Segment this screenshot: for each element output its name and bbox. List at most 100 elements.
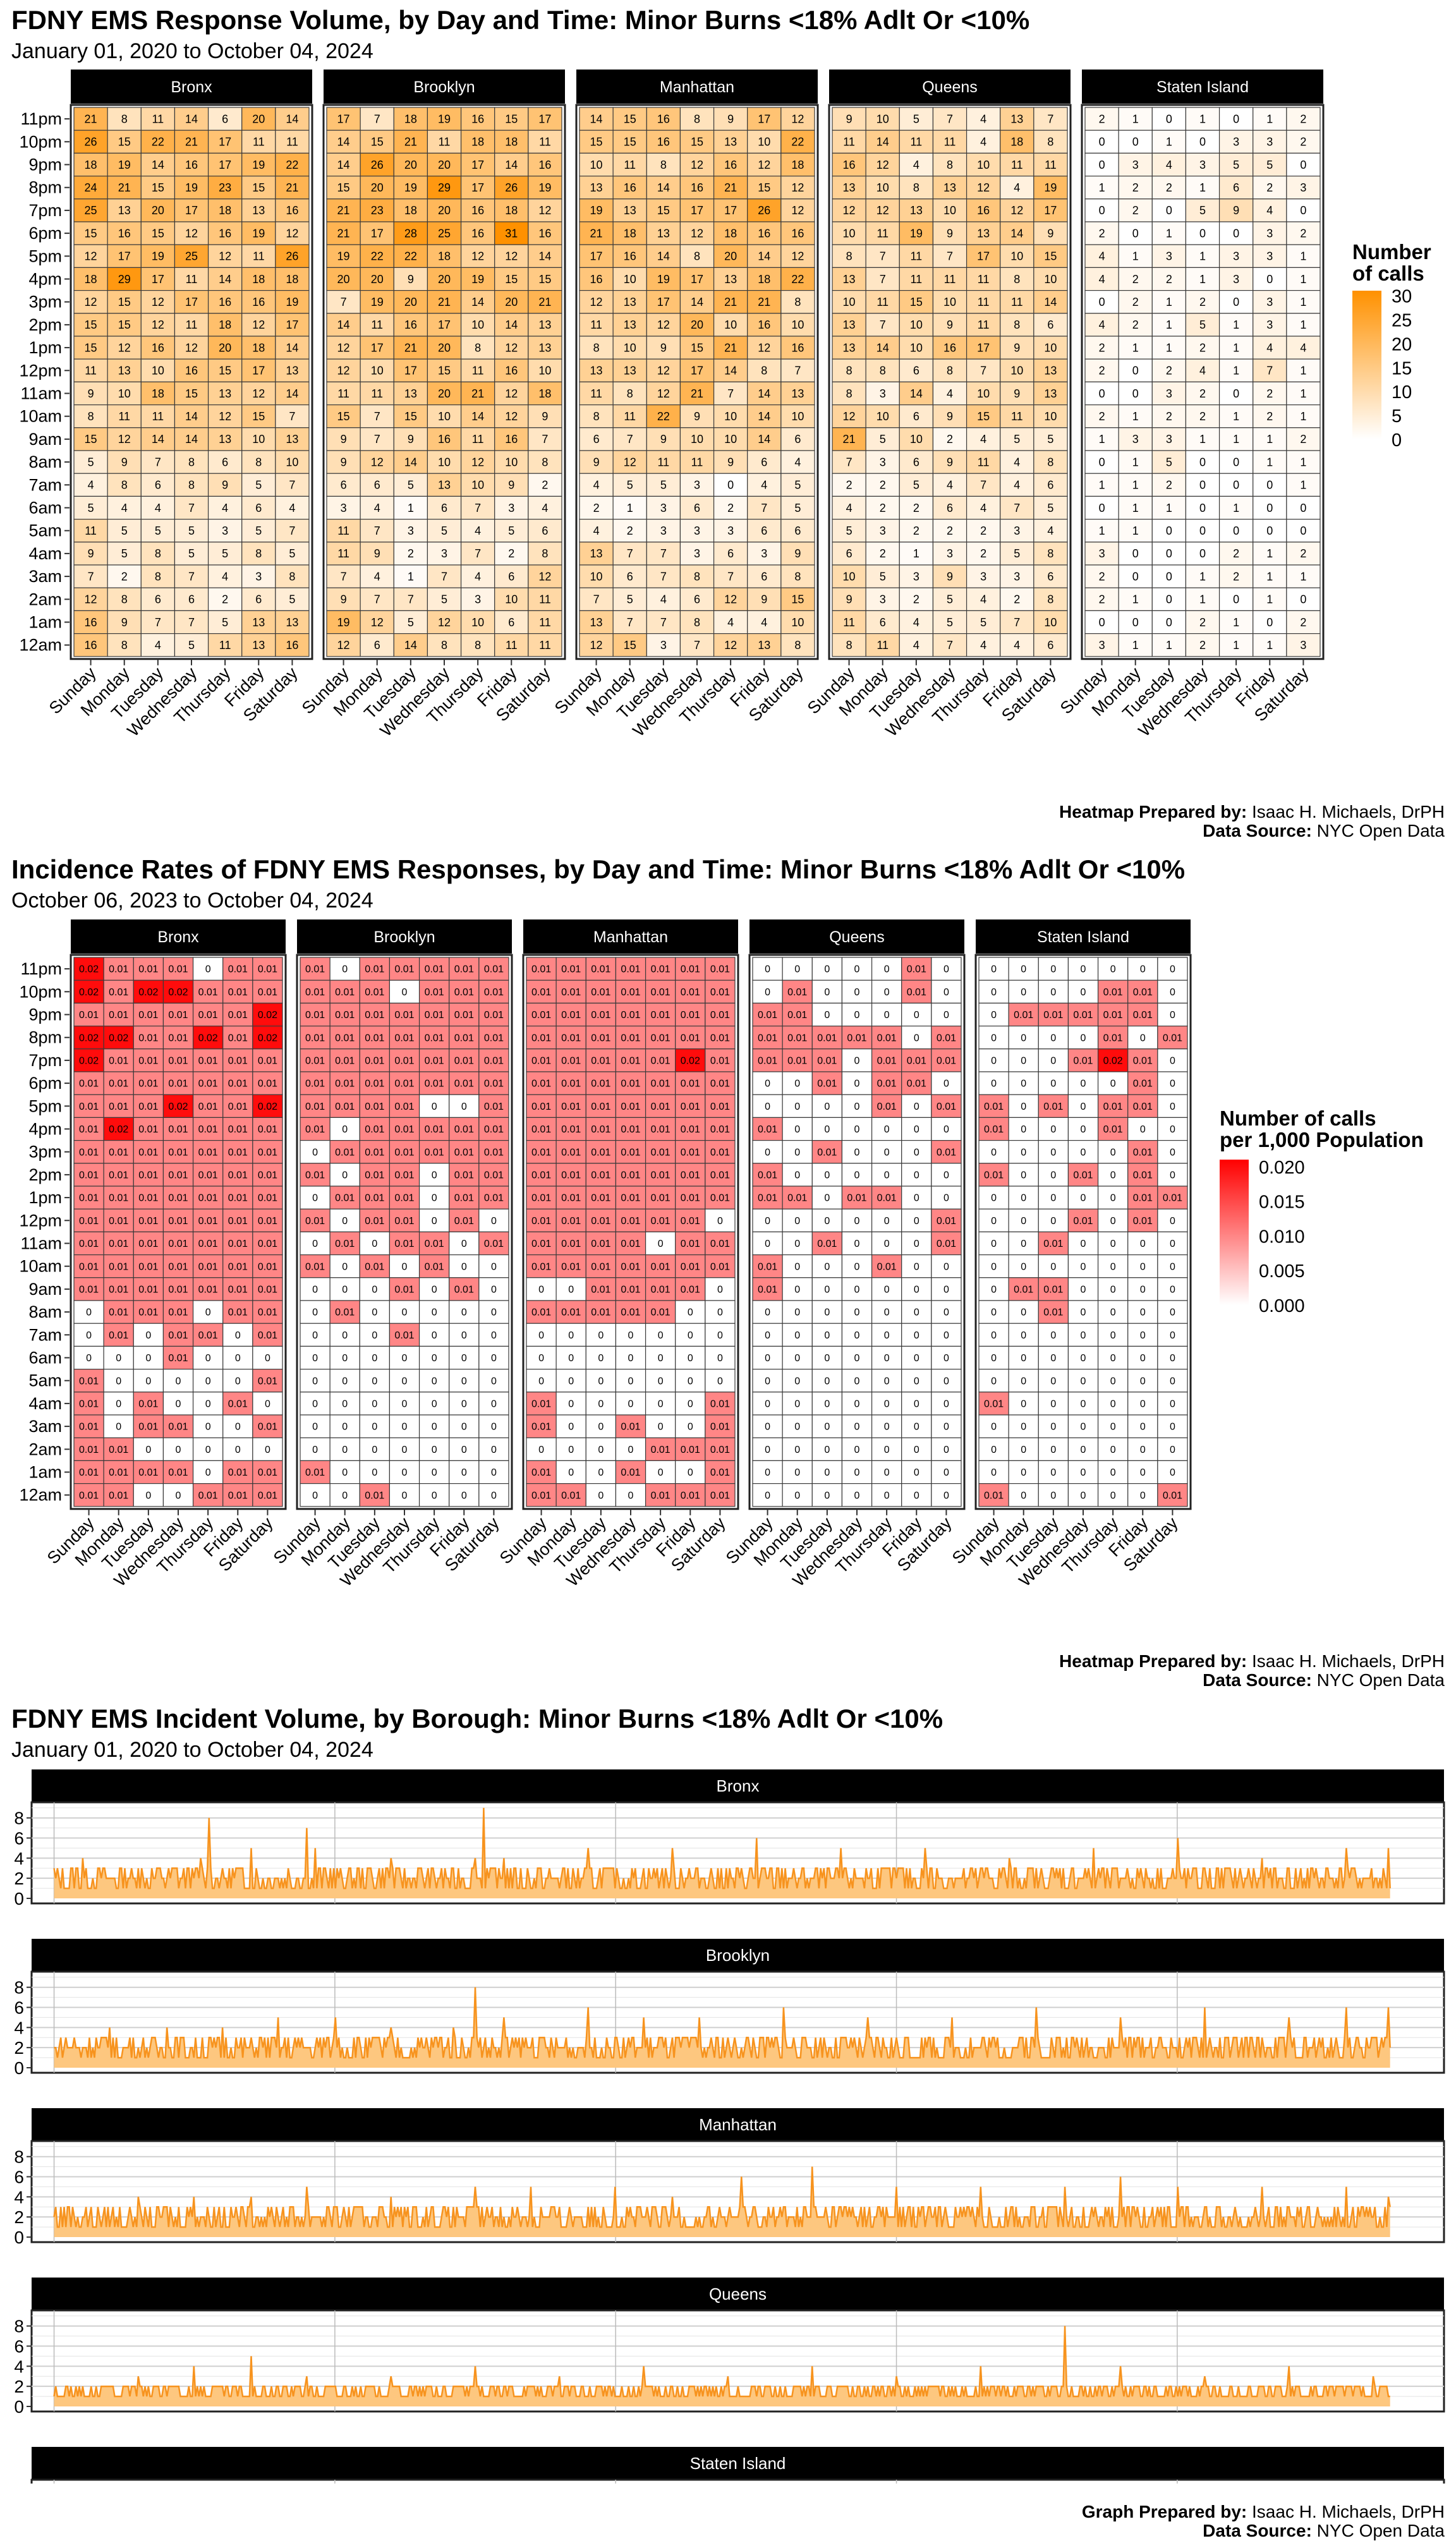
heatmap-cell	[1118, 267, 1153, 291]
heatmap-cell	[612, 152, 647, 177]
heatmap-cell-label: 0	[914, 1193, 919, 1204]
heatmap-cell	[73, 313, 108, 337]
heatmap-cell	[174, 450, 209, 474]
heatmap-cell	[418, 1231, 450, 1256]
credit-value: Isaac H. Michaels, DrPH	[1247, 802, 1445, 822]
heatmap-cell-label: 10	[1044, 410, 1057, 423]
heatmap-cell-label: 0	[205, 1376, 211, 1386]
heatmap-cell	[1000, 152, 1034, 177]
heatmap-cell	[780, 198, 815, 222]
panel-strip	[32, 1939, 1444, 1972]
heatmap-cell	[528, 381, 562, 406]
heatmap-cell	[1127, 1300, 1158, 1324]
heatmap-cell	[871, 1026, 902, 1050]
heatmap-cell-label: 0	[854, 1307, 860, 1318]
heatmap-cell	[747, 564, 782, 588]
heatmap-cell-label: 20	[438, 341, 451, 354]
heatmap-rates-subtitle: October 06, 2023 to October 04, 2024	[11, 889, 373, 913]
heatmap-cell-label: 0.01	[79, 1239, 99, 1249]
heatmap-cell-label: 0	[1170, 987, 1175, 998]
heatmap-cell-label: 0.01	[621, 1079, 640, 1089]
heatmap-cell-label: 0.01	[561, 1147, 581, 1158]
heatmap-cell-label: 0	[765, 964, 770, 975]
heatmap-cell-label: 0	[1021, 1056, 1026, 1067]
heatmap-cell	[612, 290, 647, 314]
heatmap-cell-label: 0.01	[561, 1124, 581, 1135]
heatmap-cell-label: 0	[491, 1376, 497, 1386]
heatmap-cell-label: 0.01	[651, 1079, 670, 1089]
heatmap-cell-label: 0	[1166, 616, 1172, 629]
heatmap-cell	[1038, 1140, 1069, 1164]
heatmap-cell-label: 4	[222, 502, 228, 514]
heatmap-cell-label: 7	[289, 525, 295, 537]
heatmap-cell-label: 14	[877, 136, 889, 149]
heatmap-cell-label: 0	[628, 1376, 634, 1386]
heatmap-cell	[73, 495, 108, 520]
heatmap-cell-label: 13	[219, 387, 231, 400]
heatmap-cell-label: 0	[824, 1307, 830, 1318]
heatmap-cell-label: 0.01	[758, 1124, 777, 1135]
heatmap-cell-label: 0	[1266, 479, 1273, 492]
heatmap-cell-label: 8	[627, 387, 633, 400]
heatmap-cell-label: 0.01	[79, 1193, 99, 1204]
heatmap-cell	[1033, 313, 1068, 337]
heatmap-cell	[931, 1254, 962, 1278]
heatmap-cell-label: 16	[219, 227, 231, 240]
heatmap-cell	[107, 518, 142, 543]
heatmap-cell	[494, 336, 529, 360]
heatmap-cell-label: 0	[432, 1307, 437, 1318]
heatmap-cell-label: 0	[86, 1330, 92, 1341]
heatmap-cell-label: 0	[1081, 1490, 1086, 1501]
heatmap-cell-label: 17	[371, 341, 384, 354]
heatmap-cell	[140, 427, 176, 451]
panel-strip	[71, 919, 286, 954]
heatmap-cell-label: 0	[914, 1490, 919, 1501]
heatmap-cell-label: 18	[252, 341, 265, 354]
heatmap-cell	[103, 1460, 134, 1484]
heatmap-cell	[931, 1002, 962, 1027]
heatmap-cell-label: 0	[205, 1307, 211, 1318]
heatmap-cell-label: 0.01	[138, 1467, 158, 1478]
heatmap-cell-label: 0	[402, 1307, 408, 1318]
heatmap-cell-label: 1	[1199, 273, 1206, 286]
heatmap-cell-label: 0	[1110, 1216, 1116, 1227]
heatmap-cell	[326, 336, 361, 360]
heatmap-cell	[1253, 176, 1287, 200]
heatmap-cell	[675, 1117, 706, 1141]
heatmap-cell	[871, 1094, 902, 1119]
heatmap-cell	[1008, 980, 1039, 1004]
hour-tick-label: 3pm	[28, 1143, 62, 1162]
heatmap-cell-label: 0.01	[365, 1261, 384, 1272]
heatmap-cell-label: 12	[843, 410, 856, 423]
heatmap-cell	[192, 1117, 224, 1141]
heatmap-cell-label: 10	[910, 341, 923, 354]
heatmap-cell-label: 12	[590, 639, 603, 652]
heatmap-cell	[966, 564, 1001, 588]
heatmap-cell-label: 18	[724, 227, 737, 240]
heatmap-cell-label: 3	[880, 387, 886, 400]
heatmap-cell	[326, 633, 361, 657]
heatmap-cell-label: 0.01	[561, 1193, 581, 1204]
heatmap-cell-label: 0.01	[198, 1101, 218, 1112]
heatmap-cell-label: 0.01	[258, 1330, 277, 1341]
heatmap-cell	[1218, 542, 1254, 566]
heatmap-cell-label: 6	[341, 479, 347, 492]
heatmap-cell-label: 0.01	[109, 1056, 128, 1067]
area-fill	[54, 2326, 1390, 2406]
heatmap-cell-label: 18	[438, 250, 451, 263]
heatmap-cell	[162, 1094, 194, 1119]
heatmap-cell	[107, 198, 142, 222]
heatmap-cell-label: 14	[691, 296, 703, 308]
heatmap-cell	[713, 244, 748, 269]
heatmap-cell-label: 2	[1099, 365, 1105, 377]
heatmap-cell-label: 0.01	[228, 1056, 248, 1067]
source-label: Data Source:	[1203, 1670, 1312, 1690]
heatmap-cell-label: 0	[1081, 1033, 1086, 1043]
heatmap-cell	[300, 1368, 331, 1393]
heatmap-cell	[478, 957, 509, 981]
heatmap-cell-label: 13	[252, 616, 265, 629]
heatmap-cell-label: 3	[727, 525, 734, 537]
heatmap-cell-label: 0.01	[305, 1261, 325, 1272]
heatmap-cell-label: 15	[977, 410, 990, 423]
heatmap-cell-label: 7	[880, 273, 886, 286]
